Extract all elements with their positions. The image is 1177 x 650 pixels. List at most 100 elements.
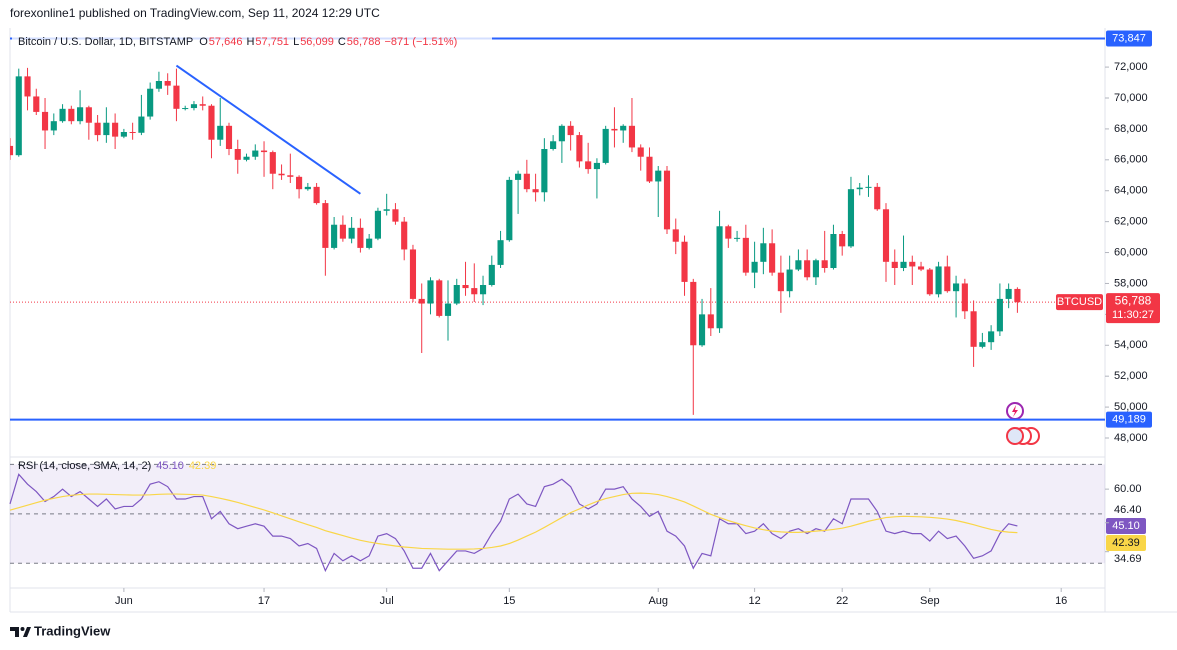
candle-body xyxy=(313,186,320,204)
candle-body xyxy=(593,162,600,170)
candle-body xyxy=(532,189,539,193)
candle-body xyxy=(418,298,425,304)
candle-body xyxy=(182,108,189,110)
rsi-value-box xyxy=(1106,517,1146,534)
candle-body xyxy=(567,125,574,136)
candle-body xyxy=(190,104,198,109)
candle-body xyxy=(436,280,443,316)
y-tick-label: 52,000 xyxy=(1114,370,1148,382)
candle-body xyxy=(839,234,846,247)
candle-body xyxy=(558,125,565,142)
x-tick-label: Jul xyxy=(380,595,394,607)
candle-body xyxy=(15,76,22,156)
candle-body xyxy=(742,237,749,273)
candle-body xyxy=(882,209,890,262)
candle-body xyxy=(59,108,66,122)
y-tick-label: 58,000 xyxy=(1114,277,1148,289)
candle-body xyxy=(611,128,618,131)
candle-body xyxy=(357,227,364,248)
candle-body xyxy=(515,173,522,180)
rsi-value-label: 42.39 xyxy=(1112,537,1140,549)
candle-body xyxy=(374,210,381,239)
candle-body xyxy=(777,272,784,292)
indicator-value: 45.10 xyxy=(156,460,184,472)
candle-body xyxy=(734,237,741,239)
candle-body xyxy=(874,186,881,210)
indicator-value: 42.39 xyxy=(189,460,217,472)
candle-body xyxy=(155,81,162,89)
candle-body xyxy=(891,261,898,268)
candle-body xyxy=(164,81,171,86)
candle-body xyxy=(103,122,110,136)
x-tick-label: 17 xyxy=(258,595,270,607)
candle-body xyxy=(760,243,767,262)
candle-body xyxy=(217,125,224,140)
candles xyxy=(10,67,1105,415)
candle-body xyxy=(637,147,644,157)
candle-body xyxy=(366,238,373,248)
candle-body xyxy=(769,243,776,273)
candle-body xyxy=(926,269,933,295)
candle-body xyxy=(401,221,408,250)
candle-body xyxy=(725,226,732,239)
ohlc-key: C xyxy=(338,36,346,48)
y-tick-label: 62,000 xyxy=(1114,216,1148,228)
price-label-box xyxy=(1106,411,1152,428)
candle-body xyxy=(672,229,679,242)
candle-body xyxy=(698,314,706,346)
candle-body xyxy=(199,104,206,106)
candle-body xyxy=(944,266,951,292)
candle-body xyxy=(1005,288,1012,299)
y-tick-label: 54,000 xyxy=(1114,339,1148,351)
indicator-title: RSI (14, close, SMA, 14, 2) xyxy=(18,460,151,472)
candle-body xyxy=(383,209,390,211)
y-tick-label: 70,000 xyxy=(1114,92,1148,104)
candle-body xyxy=(33,96,40,112)
candle-body xyxy=(120,132,127,137)
candle-body xyxy=(24,76,31,97)
candle-body xyxy=(812,260,819,278)
candle-body xyxy=(795,260,802,270)
candle-body xyxy=(147,88,154,117)
candle-body xyxy=(856,187,863,190)
candle-body xyxy=(77,107,84,122)
change-value: −871 (−1.51%) xyxy=(384,36,457,48)
ohlc-value: 56,099 xyxy=(300,36,334,48)
candle-body xyxy=(996,298,1003,332)
y-tick-label: 64,000 xyxy=(1114,185,1148,197)
symbol-label: BTCUSD xyxy=(1057,296,1102,308)
ohlc-value: 56,788 xyxy=(347,36,381,48)
candle-body xyxy=(865,186,872,188)
publisher-line: forexonline1 published on TradingView.co… xyxy=(10,6,380,20)
y-tick-label: 48,000 xyxy=(1114,432,1148,444)
candle-body xyxy=(68,108,75,122)
candle-body xyxy=(909,261,916,267)
candle-body xyxy=(234,149,241,160)
candle-body xyxy=(322,203,329,248)
candle-body xyxy=(541,149,548,193)
candle-body xyxy=(304,186,311,190)
y-tick-label: 66,000 xyxy=(1114,154,1148,166)
logo-dot xyxy=(20,627,25,631)
candle-body xyxy=(129,132,136,133)
candle-body xyxy=(497,240,504,265)
candle-body xyxy=(252,150,259,157)
candle-body xyxy=(479,285,487,295)
candle-body xyxy=(462,285,469,289)
candle-body xyxy=(988,331,995,343)
x-tick-label: Aug xyxy=(648,595,668,607)
candle-body xyxy=(488,264,495,285)
ohlc-key: L xyxy=(293,36,299,48)
candle-body xyxy=(225,125,233,149)
candle-body xyxy=(138,116,145,133)
flag-icon xyxy=(1006,427,1024,445)
candle-body xyxy=(348,227,355,239)
candle-body xyxy=(296,176,303,190)
ohlc-value: 57,751 xyxy=(255,36,289,48)
candle-body xyxy=(751,261,758,273)
candle-body xyxy=(917,266,925,270)
candle-body xyxy=(821,260,828,268)
candle-body xyxy=(173,85,180,109)
candle-body xyxy=(900,261,907,268)
x-tick-label: 16 xyxy=(1055,595,1067,607)
